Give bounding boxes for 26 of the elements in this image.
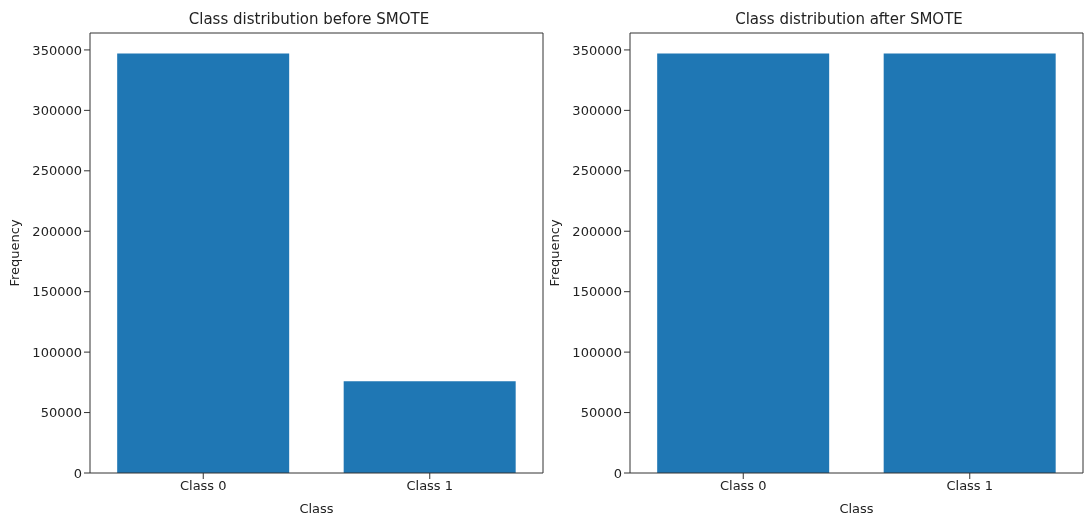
- y-tick-label: 200000: [572, 223, 622, 239]
- x-tick-label: Class 0: [179, 478, 227, 494]
- y-tick-label: 0: [613, 465, 622, 481]
- y-tick-label: 350000: [32, 42, 82, 58]
- y-tick-label: 250000: [572, 163, 622, 179]
- y-tick-label: 50000: [40, 405, 82, 421]
- y-tick-label: 300000: [32, 102, 82, 118]
- x-axis-title: Class: [299, 501, 334, 516]
- y-axis-title: Frequency: [546, 219, 562, 287]
- x-axis-title: Class: [839, 501, 874, 516]
- chart-title: Class distribution after SMOTE: [734, 10, 964, 28]
- chart-title: Class distribution before SMOTE: [187, 10, 431, 28]
- y-tick-label: 300000: [572, 102, 622, 118]
- y-tick-label: 100000: [572, 344, 622, 360]
- y-tick-label: 200000: [32, 223, 82, 239]
- y-tick-label: 100000: [32, 344, 82, 360]
- y-tick-label: 150000: [572, 284, 622, 300]
- y-tick-label: 150000: [32, 284, 82, 300]
- y-tick-label: 0: [73, 465, 82, 481]
- y-axis-title: Frequency: [6, 219, 22, 287]
- y-tick-label: 250000: [32, 163, 82, 179]
- x-tick-label: Class 0: [719, 478, 767, 494]
- y-tick-label: 350000: [572, 42, 622, 58]
- y-tick-label: 50000: [580, 405, 622, 421]
- x-tick-label: Class 1: [406, 478, 454, 494]
- x-tick-label: Class 1: [946, 478, 994, 494]
